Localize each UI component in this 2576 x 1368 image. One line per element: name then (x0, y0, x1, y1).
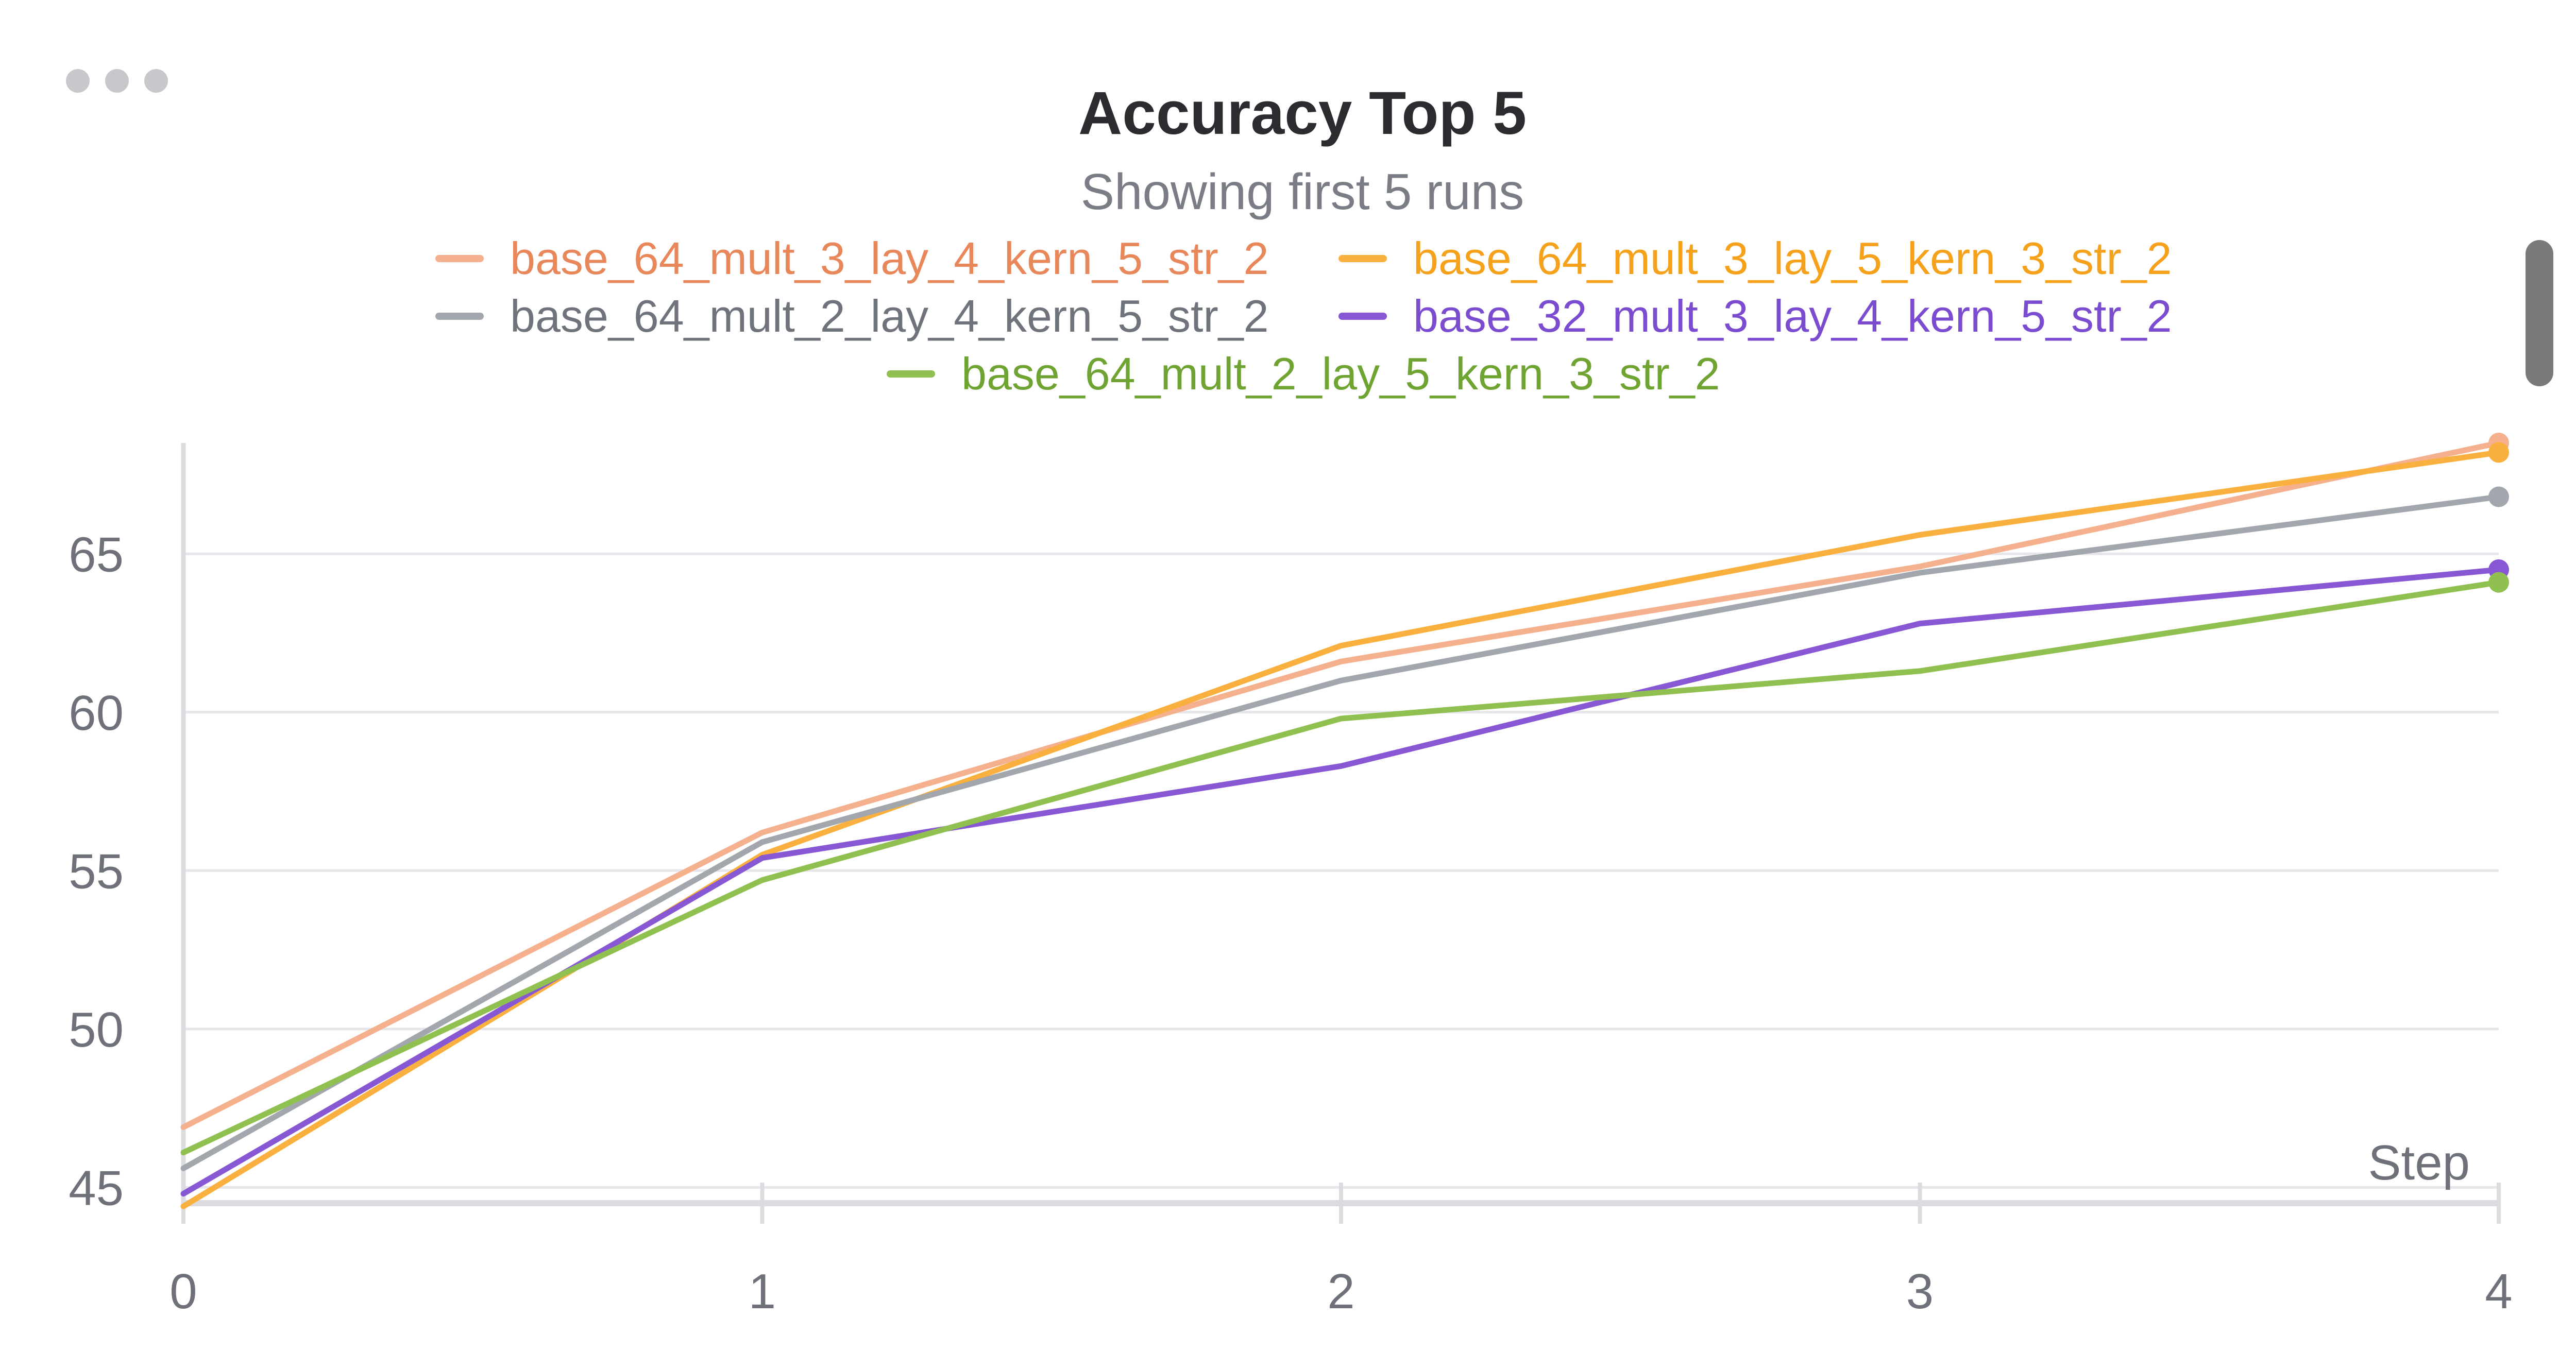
y-tick-label: 45 (69, 1160, 124, 1216)
series-end-point (2488, 486, 2509, 507)
chart-legend[interactable]: base_64_mult_3_lay_4_kern_5_str_2 base_64… (435, 233, 2172, 399)
legend-label: base_64_mult_3_lay_4_kern_5_str_2 (510, 233, 1269, 284)
grid-lines (183, 552, 2499, 1189)
x-tick-label: 4 (2485, 1264, 2512, 1319)
x-tick-label: 3 (1906, 1264, 1934, 1319)
ellipsis-icon[interactable] (66, 69, 168, 93)
menu-dot (105, 69, 129, 93)
series-lines (180, 440, 2502, 1209)
series-end-point (2488, 572, 2509, 593)
menu-dot (144, 69, 168, 93)
legend-label: base_64_mult_3_lay_5_kern_3_str_2 (1413, 233, 2172, 284)
legend-label: base_64_mult_2_lay_4_kern_5_str_2 (510, 290, 1269, 341)
menu-dot (66, 69, 90, 93)
series-end-point (2488, 442, 2509, 463)
y-tick-label: 50 (69, 1002, 124, 1057)
legend-scrollbar[interactable] (2526, 240, 2553, 386)
axes: 45 50 55 60 65 0 1 2 3 4 Step (69, 443, 2513, 1319)
legend-label: base_32_mult_3_lay_4_kern_5_str_2 (1413, 290, 2172, 341)
x-tick-label: 0 (170, 1264, 197, 1319)
series-line (180, 440, 2502, 1130)
legend-label: base_64_mult_2_lay_5_kern_3_str_2 (961, 348, 1720, 399)
series-line (180, 579, 2502, 1156)
series-end-points (2488, 433, 2509, 593)
y-tick-label: 55 (69, 844, 124, 899)
x-axis-title: Step (2368, 1135, 2470, 1190)
series-line (180, 494, 2502, 1171)
x-tick-label: 1 (749, 1264, 776, 1319)
chart-title: Accuracy Top 5 (1078, 79, 1527, 147)
y-tick-label: 60 (69, 686, 124, 741)
x-tick-label: 2 (1327, 1264, 1354, 1319)
series-line (180, 449, 2502, 1209)
y-tick-label: 65 (69, 527, 124, 582)
chart-subtitle: Showing first 5 runs (1080, 163, 1524, 220)
